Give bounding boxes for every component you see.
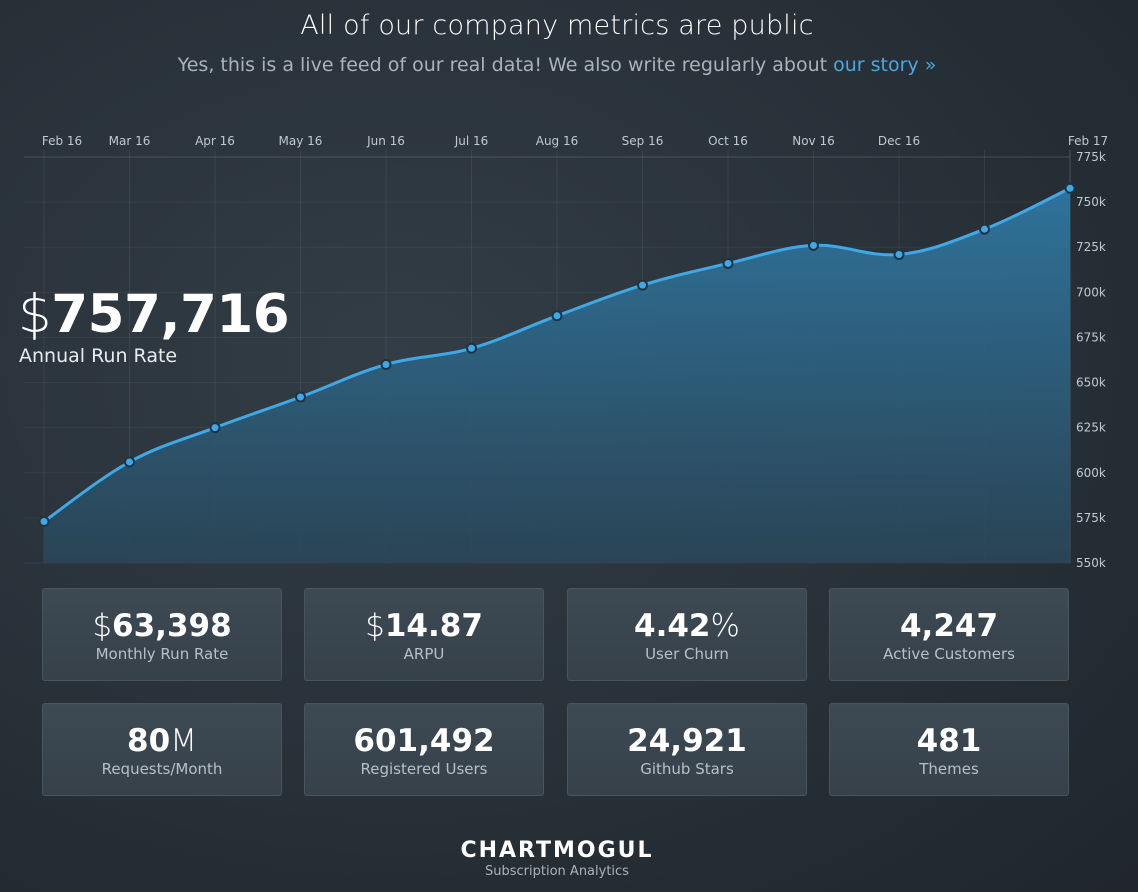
stat-label: Github Stars	[640, 760, 734, 778]
y-tick-label: 775k	[1076, 150, 1106, 164]
stat-number: 601,492	[353, 723, 495, 759]
page-title: All of our company metrics are public	[300, 10, 814, 41]
stat-value: 601,492	[305, 723, 543, 759]
stat-label: Registered Users	[360, 760, 488, 778]
stat-prefix: $	[365, 608, 385, 644]
x-tick-label: Oct 16	[708, 134, 748, 148]
page-subtitle: Yes, this is a live feed of our real dat…	[0, 54, 1114, 76]
data-point	[295, 391, 306, 403]
data-point	[893, 248, 905, 260]
y-tick-label: 675k	[1076, 330, 1106, 344]
y-axis-labels: 550k 575k 600k 625k 650k 675k 700k 725k 750k 775k	[1076, 150, 1106, 570]
stat-number: 24,921	[627, 723, 747, 759]
y-tick-label: 725k	[1076, 240, 1106, 254]
data-point	[722, 257, 734, 269]
stat-value: $14.87	[305, 608, 543, 644]
chartmogul-logo[interactable]: CHARTMOGUL	[460, 838, 654, 863]
data-point	[1064, 182, 1076, 194]
stat-prefix: $	[92, 608, 113, 644]
y-tick-label: 600k	[1076, 466, 1106, 480]
stat-number: 4,247	[899, 608, 999, 644]
run-rate-area	[44, 188, 1070, 563]
stat-number: 4.42	[634, 608, 711, 644]
stat-number: 481	[916, 723, 982, 759]
stat-value: 481	[830, 723, 1068, 759]
run-rate-chart: Feb 16 Mar 16 Apr 16 May 16 Jun 16 Jul 16 Aug …	[24, 134, 1108, 570]
annual-run-rate-value: $757,716	[18, 283, 290, 347]
annual-run-rate-number: 757,716	[51, 284, 290, 345]
x-tick-label: Nov 16	[792, 134, 835, 148]
currency-symbol: $	[18, 284, 52, 345]
annual-run-rate-label: Annual Run Rate	[19, 345, 178, 367]
stat-value: 4.42%	[568, 608, 806, 644]
stat-card-arpu: $14.87 ARPU	[304, 588, 544, 681]
x-tick-label: Apr 16	[195, 134, 235, 148]
stat-card-themes: 481 Themes	[829, 703, 1069, 796]
stat-value: 4,247	[830, 608, 1068, 644]
stat-label: Monthly Run Rate	[95, 645, 229, 663]
x-tick-label: May 16	[279, 134, 323, 148]
data-point	[380, 359, 392, 371]
data-point	[124, 456, 135, 468]
y-tick-label: 650k	[1076, 376, 1106, 390]
x-tick-label: Jun 16	[366, 134, 405, 148]
stat-value: 24,921	[568, 723, 806, 759]
data-point	[637, 279, 648, 291]
data-point	[466, 342, 477, 354]
x-tick-label: Feb 16	[42, 134, 82, 148]
stat-label: Active Customers	[883, 645, 1015, 663]
stat-card-requests-month: 80M Requests/Month	[42, 703, 282, 796]
stat-label: Themes	[919, 760, 979, 778]
stat-number: 63,398	[112, 608, 232, 644]
our-story-link[interactable]: our story »	[833, 54, 937, 76]
stat-number: 80	[127, 723, 171, 759]
stat-value: $63,398	[43, 608, 281, 644]
logo-tagline: Subscription Analytics	[485, 864, 629, 879]
x-tick-label: Sep 16	[622, 134, 664, 148]
stat-label: ARPU	[403, 645, 445, 663]
x-tick-label: Feb 17	[1068, 134, 1108, 148]
data-points	[38, 182, 1076, 527]
y-tick-label: 625k	[1076, 421, 1106, 435]
stat-suffix: M	[170, 723, 197, 759]
y-tick-label: 700k	[1076, 285, 1106, 299]
y-tick-label: 575k	[1076, 511, 1106, 525]
stat-card-user-churn: 4.42% User Churn	[567, 588, 807, 681]
data-point	[551, 310, 563, 322]
y-tick-label: 550k	[1076, 556, 1106, 570]
x-tick-label: Dec 16	[878, 134, 920, 148]
stat-suffix: %	[710, 608, 740, 644]
stat-card-registered-users: 601,492 Registered Users	[304, 703, 544, 796]
y-tick-label: 750k	[1076, 195, 1106, 209]
subtitle-text: Yes, this is a live feed of our real dat…	[177, 54, 834, 76]
x-axis-labels: Feb 16 Mar 16 Apr 16 May 16 Jun 16 Jul 16 Aug …	[42, 134, 1108, 148]
stat-value: 80M	[43, 723, 281, 759]
x-tick-label: Aug 16	[536, 134, 579, 148]
stat-label: Requests/Month	[101, 760, 223, 778]
data-point	[808, 239, 819, 251]
stat-card-github-stars: 24,921 Github Stars	[567, 703, 807, 796]
stat-card-monthly-run-rate: $63,398 Monthly Run Rate	[42, 588, 282, 681]
data-point	[38, 515, 50, 527]
x-tick-label: Mar 16	[109, 134, 151, 148]
stat-label: User Churn	[645, 645, 729, 663]
data-point	[979, 223, 990, 235]
data-point	[209, 422, 221, 434]
stat-card-active-customers: 4,247 Active Customers	[829, 588, 1069, 681]
x-tick-label: Jul 16	[454, 134, 489, 148]
stat-number: 14.87	[384, 608, 483, 644]
